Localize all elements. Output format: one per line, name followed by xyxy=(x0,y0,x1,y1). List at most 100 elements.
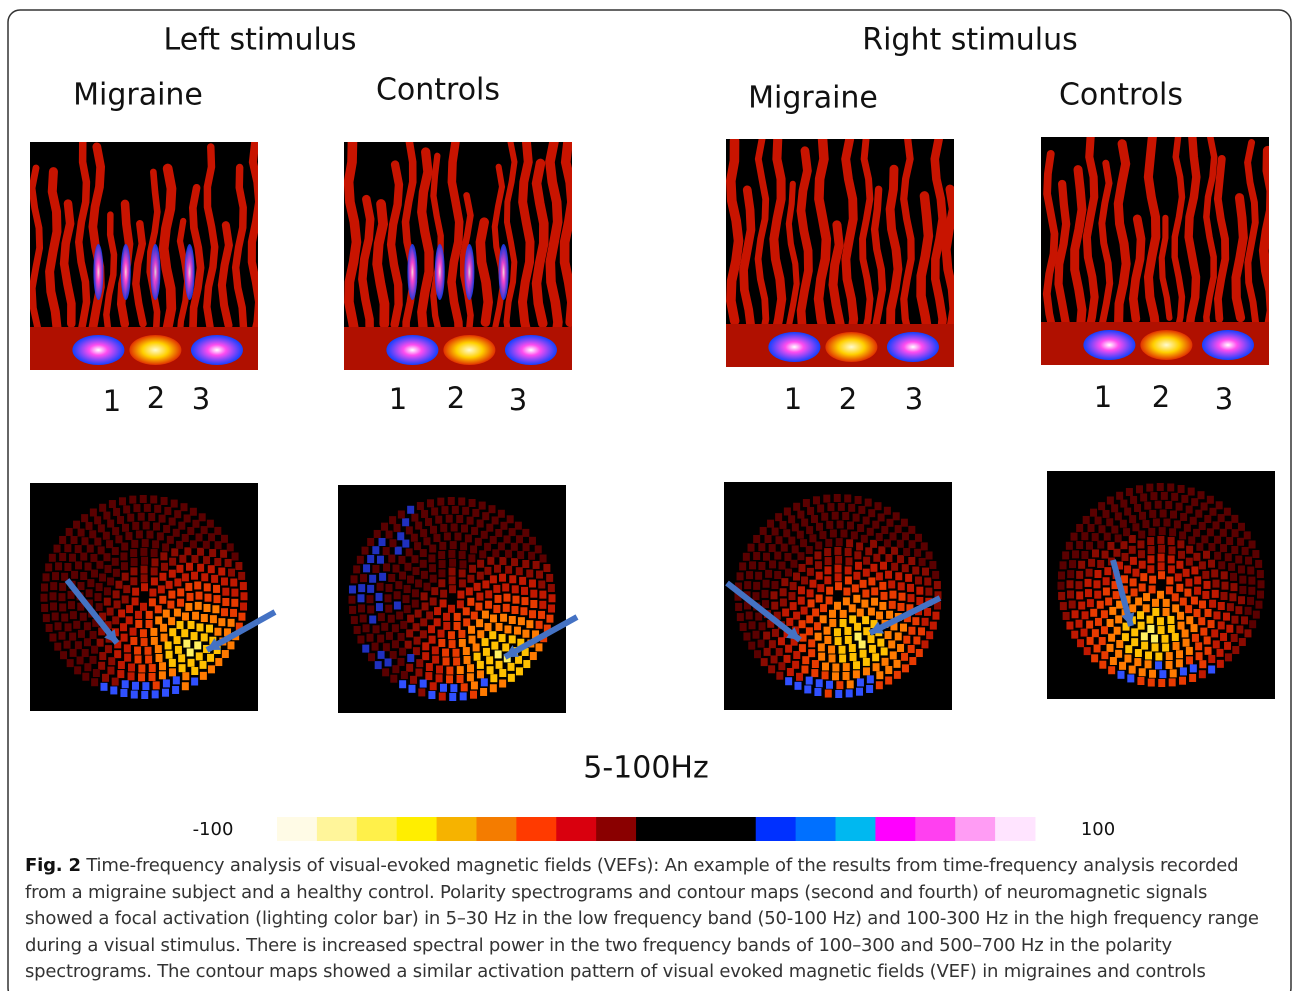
sensor xyxy=(178,654,186,663)
sensor xyxy=(517,617,525,626)
sensor xyxy=(385,604,393,613)
sensor xyxy=(832,663,840,672)
sensor xyxy=(523,660,531,669)
sensor xyxy=(815,571,823,580)
sensor xyxy=(437,629,445,638)
sensor xyxy=(48,553,56,562)
sensor xyxy=(1158,571,1166,580)
sensor xyxy=(509,575,517,584)
sensor xyxy=(411,599,419,608)
sensor xyxy=(503,593,511,602)
sensor xyxy=(41,603,49,612)
stripe xyxy=(231,163,248,332)
sensor xyxy=(363,564,371,573)
sensor xyxy=(858,640,866,649)
sensor xyxy=(898,592,906,601)
sensor xyxy=(162,609,170,618)
sensor xyxy=(162,543,170,552)
sensor xyxy=(1124,507,1132,516)
sensor xyxy=(819,531,827,540)
sensor xyxy=(893,670,901,679)
sensor xyxy=(111,557,119,566)
peak-label: 3 xyxy=(192,382,210,416)
sensor xyxy=(522,559,530,568)
sensor xyxy=(416,502,424,511)
sensor xyxy=(428,564,436,573)
sensor xyxy=(103,553,111,562)
stripe xyxy=(158,163,177,334)
sensor xyxy=(425,518,433,527)
sensor xyxy=(220,577,228,586)
stripe xyxy=(103,211,118,338)
sensor xyxy=(213,645,221,654)
sensor xyxy=(806,567,814,576)
sensor xyxy=(844,626,852,635)
sensor xyxy=(815,522,823,531)
sensor xyxy=(1198,521,1206,530)
sensor xyxy=(374,661,382,670)
sensor xyxy=(1098,502,1106,511)
sensor xyxy=(748,621,756,630)
sensor xyxy=(120,633,128,642)
sensor xyxy=(69,632,77,641)
sensor xyxy=(63,640,71,649)
sensor xyxy=(398,555,406,564)
stripe xyxy=(531,158,549,329)
sensor xyxy=(1107,541,1115,550)
sensor xyxy=(97,524,105,533)
sensor xyxy=(856,608,864,617)
sensor xyxy=(1070,532,1078,541)
sensor xyxy=(767,519,775,528)
sensor xyxy=(779,588,787,597)
sensor xyxy=(124,653,132,662)
sensor xyxy=(899,623,907,632)
sensor xyxy=(214,627,222,636)
sensor xyxy=(157,585,165,594)
sensor xyxy=(515,667,523,676)
sensor xyxy=(91,645,99,654)
sensor xyxy=(492,549,500,558)
sensor xyxy=(507,673,515,682)
sensor xyxy=(390,674,398,683)
sensor xyxy=(510,542,518,551)
sensor xyxy=(1226,537,1234,546)
sensor xyxy=(1106,643,1114,652)
sensor xyxy=(493,604,501,613)
sensor xyxy=(1120,585,1128,594)
sensor xyxy=(528,579,536,588)
sensor xyxy=(538,610,546,619)
sensor xyxy=(881,657,889,666)
sensor xyxy=(181,629,189,638)
sensor xyxy=(358,584,366,593)
sensor xyxy=(1156,617,1164,626)
sensor xyxy=(800,606,808,615)
sensor xyxy=(475,602,483,611)
sensor xyxy=(381,622,389,631)
sensor xyxy=(1185,656,1193,665)
sensor xyxy=(94,516,102,525)
sensor xyxy=(174,645,182,654)
sensor xyxy=(918,557,926,566)
sensor xyxy=(1106,518,1114,527)
sensor xyxy=(839,618,847,627)
sensor xyxy=(835,538,843,547)
sensor xyxy=(1122,622,1130,631)
sensor xyxy=(140,547,148,556)
sensor xyxy=(467,597,475,606)
sensor xyxy=(1174,573,1182,582)
sensor xyxy=(504,625,512,634)
sensor xyxy=(1236,625,1244,634)
sensor xyxy=(420,618,428,627)
sensor xyxy=(461,524,469,533)
sensor xyxy=(735,602,743,611)
sensor xyxy=(141,539,149,548)
sensor xyxy=(186,648,194,657)
sensor xyxy=(476,660,484,669)
sensor xyxy=(498,634,506,643)
sensor xyxy=(1111,525,1119,534)
sensor xyxy=(146,530,154,539)
sensor xyxy=(1155,661,1163,670)
stripe xyxy=(1082,137,1099,342)
sensor xyxy=(1117,670,1125,679)
sensor xyxy=(896,539,904,548)
